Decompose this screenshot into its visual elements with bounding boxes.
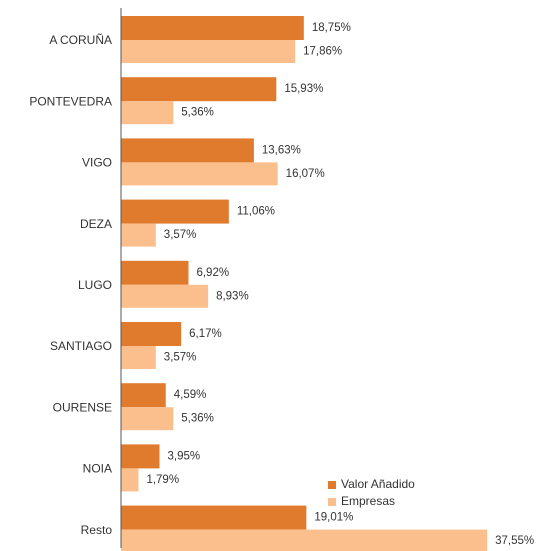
category-label: SANTIAGO	[50, 339, 112, 353]
value-label: 16,07%	[286, 168, 325, 180]
bar	[121, 40, 296, 63]
bar	[121, 505, 307, 530]
value-label: 19,01%	[314, 512, 353, 524]
legend-label: Empresas	[341, 494, 395, 508]
bar	[121, 284, 209, 308]
category-label: NOIA	[83, 462, 112, 476]
category-label: PONTEVEDRA	[29, 94, 112, 108]
value-label: 13,63%	[262, 144, 301, 156]
bar	[121, 77, 277, 102]
bar	[121, 529, 488, 551]
value-label: 4,59%	[174, 389, 207, 401]
bar	[121, 260, 189, 285]
value-label: 6,17%	[189, 328, 222, 340]
value-label: 6,92%	[196, 267, 229, 279]
value-label: 1,79%	[146, 474, 179, 486]
value-label: 3,95%	[168, 450, 201, 462]
value-label: 5,36%	[181, 413, 214, 425]
value-label: 37,55%	[495, 535, 534, 547]
bar	[121, 407, 174, 431]
value-label: 15,93%	[284, 83, 323, 95]
bar	[121, 383, 166, 408]
bar	[121, 138, 254, 163]
category-label: Resto	[81, 523, 113, 537]
value-label: 3,57%	[164, 229, 197, 241]
value-label: 5,36%	[181, 107, 214, 119]
bar	[121, 468, 139, 492]
value-label: 11,06%	[237, 206, 275, 218]
value-label: 18,75%	[312, 22, 351, 34]
legend-label: Valor Añadido	[341, 477, 415, 491]
bar	[121, 223, 156, 247]
bar	[121, 16, 304, 40]
legend-swatch	[328, 481, 336, 489]
bar	[121, 199, 229, 224]
category-label: VIGO	[82, 156, 112, 170]
bar	[121, 444, 160, 469]
category-label: A CORUÑA	[49, 33, 112, 47]
legend-swatch	[328, 498, 336, 506]
category-label: OURENSE	[53, 400, 112, 414]
bar	[121, 346, 156, 369]
value-label: 8,93%	[216, 290, 249, 302]
bar	[121, 101, 174, 125]
bar	[121, 162, 278, 186]
value-label: 17,86%	[303, 46, 342, 58]
value-label: 3,57%	[164, 352, 197, 364]
category-label: LUGO	[78, 278, 112, 292]
category-label: DEZA	[80, 217, 112, 231]
bar	[121, 322, 182, 346]
